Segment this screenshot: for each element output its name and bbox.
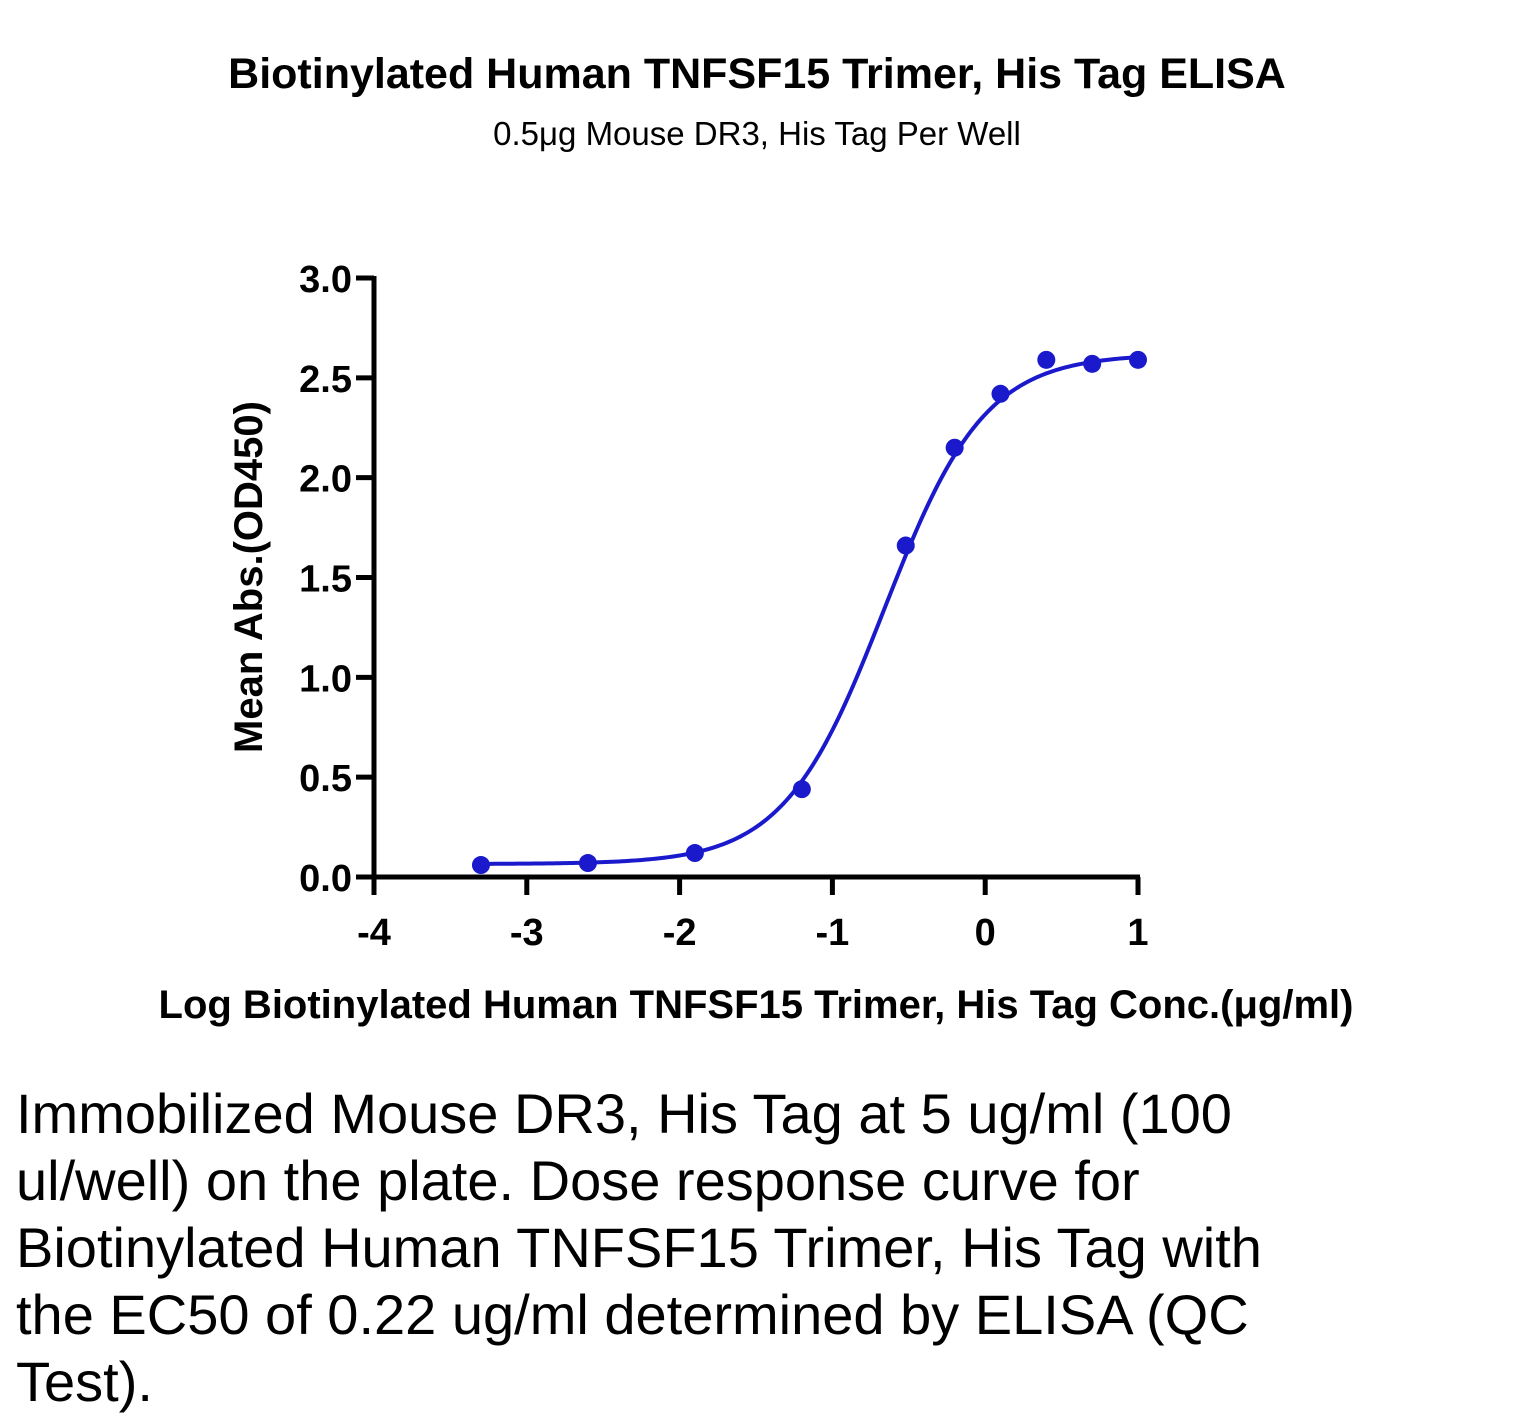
data-point	[685, 844, 704, 863]
x-axis-label: Log Biotinylated Human TNFSF15 Trimer, H…	[159, 983, 1354, 1027]
data-point	[471, 856, 490, 875]
x-tick-label: -3	[510, 912, 544, 954]
data-point	[792, 780, 811, 799]
data-point	[578, 854, 597, 873]
x-tick-label: -2	[663, 912, 697, 954]
y-tick-label: 3.0	[299, 259, 352, 301]
y-tick-label: 1.5	[299, 559, 352, 601]
y-tick-label: 2.0	[299, 459, 352, 501]
figure-caption: Immobilized Mouse DR3, His Tag at 5 ug/m…	[16, 1082, 1262, 1413]
y-axis-label: Mean Abs.(OD450)	[227, 401, 271, 753]
y-tick-label: 2.5	[299, 359, 352, 401]
x-tick-label: 0	[975, 912, 996, 954]
chart-title: Biotinylated Human TNFSF15 Trimer, His T…	[228, 50, 1286, 98]
data-point	[1083, 354, 1102, 373]
chart-plot: 0.0 0.5 1.0 1.5 2.0 2.5 3.0 -4 -3 -2 -1 0 1 Log Bio…	[159, 259, 1354, 1027]
data-point	[991, 384, 1010, 403]
y-axis: 0.0 0.5 1.0 1.5 2.0 2.5 3.0	[299, 259, 377, 900]
x-axis: -4 -3 -2 -1 0 1	[357, 874, 1149, 954]
data-point	[1129, 350, 1147, 369]
chart-subtitle: 0.5μg Mouse DR3, His Tag Per Well	[493, 115, 1021, 152]
y-tick-label: 1.0	[299, 658, 352, 700]
y-tick-label: 0.5	[299, 758, 352, 800]
data-point	[945, 438, 964, 457]
x-tick-label: -1	[816, 912, 850, 954]
x-tick-label: 1	[1127, 912, 1148, 954]
data-point	[896, 536, 915, 555]
data-points	[471, 350, 1147, 875]
x-tick-label: -4	[357, 912, 391, 954]
data-point	[1037, 350, 1056, 369]
y-tick-label: 0.0	[299, 858, 352, 900]
